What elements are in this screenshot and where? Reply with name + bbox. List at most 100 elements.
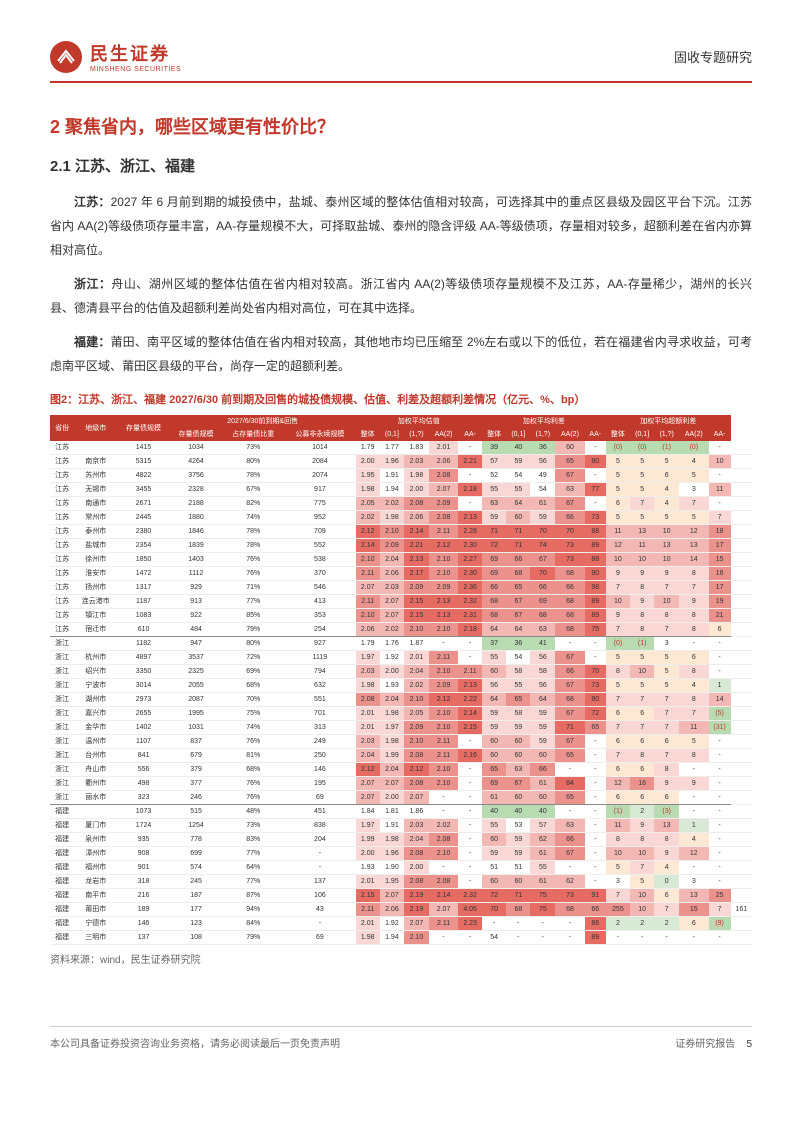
table-cell: 1.95: [380, 874, 404, 888]
table-cell: 福建: [50, 930, 74, 944]
table-cell: 2.12: [404, 762, 429, 776]
table-cell: 2.01: [356, 916, 380, 930]
table-cell: 2.18: [458, 482, 482, 496]
table-row: 浙江衢州市49837776%1952.072.072.082.10-696761…: [50, 776, 752, 790]
table-cell: 徐州市: [74, 552, 117, 566]
table-cell: 13: [679, 888, 708, 902]
table-cell: 1112: [170, 566, 223, 580]
table-cell: 浙江: [50, 720, 74, 734]
table-row: 江苏淮安市1472111276%3702.112.062.172.102.306…: [50, 566, 752, 580]
paragraph: 浙江：舟山、湖州区域的整体估值在省内相对较高。浙江省内 AA(2)等级债项存量规…: [50, 272, 752, 320]
th-sub: (1,?): [530, 428, 555, 441]
table-cell: 福建: [50, 860, 74, 874]
table-cell: 16: [709, 566, 731, 580]
table-cell: -: [458, 496, 482, 510]
table-cell: 370: [284, 566, 355, 580]
table-cell: 苏州市: [74, 468, 117, 482]
table-cell: 2.04: [404, 832, 429, 846]
table-cell: 195: [284, 776, 355, 790]
table-cell: -: [585, 874, 606, 888]
table-cell: -: [429, 930, 458, 944]
table-cell: 厦门市: [74, 818, 117, 832]
table-cell: 4.05: [458, 902, 482, 916]
table-cell: 60: [506, 790, 530, 804]
table-cell: 杭州市: [74, 650, 117, 664]
table-cell: 69: [482, 566, 506, 580]
table-cell: 66: [506, 552, 530, 566]
table-cell: 泰州市: [74, 524, 117, 538]
table-cell: 2.00: [380, 664, 404, 678]
table-row: 福建107351548%4511.841.811.86--404040--(1)…: [50, 804, 752, 818]
table-cell: 7: [709, 902, 731, 916]
table-cell: 55: [482, 650, 506, 664]
table-cell: 68%: [222, 678, 284, 692]
table-cell: 4: [679, 832, 708, 846]
table-cell: 2.10: [429, 622, 458, 636]
table-cell: 86: [585, 916, 606, 930]
table-cell: 2.05: [356, 496, 380, 510]
table-cell: 1: [709, 678, 731, 692]
table-cell: 177: [170, 902, 223, 916]
th-group-maturity: 2027/6/30前到期&回售: [170, 415, 356, 428]
table-cell: 10: [606, 594, 630, 608]
table-cell: 65: [482, 762, 506, 776]
table-cell: 6: [606, 706, 630, 720]
table-cell: 江苏: [50, 510, 74, 524]
table-cell: -: [709, 832, 731, 846]
table-cell: 1317: [117, 580, 170, 594]
table-row: 江苏无锡市3455232867%9171.981.942.002.072.185…: [50, 482, 752, 496]
table-cell: 106: [284, 888, 355, 902]
logo-text-cn: 民生证券: [90, 40, 181, 66]
table-cell: 10: [654, 552, 679, 566]
table-cell: 379: [170, 762, 223, 776]
table-row: 浙江嘉兴市2655199575%7012.011.982.052.102.145…: [50, 706, 752, 720]
table-cell: 90: [585, 566, 606, 580]
table-cell: 8: [679, 608, 708, 622]
table-cell: 68: [555, 692, 584, 706]
table-cell: 2655: [117, 706, 170, 720]
table-cell: 6: [654, 468, 679, 482]
table-cell: 2.08: [404, 776, 429, 790]
table-cell: 66: [585, 902, 606, 916]
table-cell: 2.10: [404, 692, 429, 706]
table-cell: 9: [654, 846, 679, 860]
table-cell: 1.98: [380, 510, 404, 524]
table-cell: 莆田市: [74, 902, 117, 916]
table-cell: 1: [679, 818, 708, 832]
table-cell: 79%: [222, 930, 284, 944]
table-cell: 2.10: [429, 706, 458, 720]
table-cell: 58: [506, 706, 530, 720]
table-row: 浙江绍兴市3350232569%7942.032.002.042.102.116…: [50, 664, 752, 678]
table-row: 福建南平市21618787%1062.152.072.192.142.32727…: [50, 888, 752, 902]
figure-title: 图2：江苏、浙江、福建 2027/6/30 前到期及回售的城投债规模、估值、利差…: [50, 392, 752, 409]
table-cell: 75: [530, 902, 555, 916]
table-cell: 65: [585, 720, 606, 734]
table-cell: 2.11: [429, 916, 458, 930]
table-cell: 6: [630, 734, 654, 748]
table-cell: 2.09: [429, 580, 458, 594]
table-cell: 2.11: [356, 594, 380, 608]
table-cell: 6: [606, 790, 630, 804]
table-cell: 1.99: [380, 748, 404, 762]
table-cell: 67: [555, 650, 584, 664]
table-cell: -: [709, 468, 731, 482]
table-cell: 7: [679, 496, 708, 510]
table-cell: 5: [606, 482, 630, 496]
table-cell: -: [709, 874, 731, 888]
table-cell: 2: [630, 804, 654, 818]
table-cell: 1.98: [380, 706, 404, 720]
table-cell: 2.11: [356, 566, 380, 580]
table-row: 福建漳州市90869977%-2.001.962.082.10-59596167…: [50, 846, 752, 860]
table-cell: 扬州市: [74, 580, 117, 594]
table-cell: 59: [482, 510, 506, 524]
table-cell: 2.03: [356, 734, 380, 748]
footer-disclaimer: 本公司具备证券投资咨询业务资格，请务必阅读最后一页免责声明: [50, 1035, 340, 1050]
table-cell: 59: [482, 706, 506, 720]
table-cell: 舟山市: [74, 762, 117, 776]
table-cell: 69: [284, 790, 355, 804]
table-cell: 1.76: [380, 636, 404, 650]
table-cell: 江苏: [50, 524, 74, 538]
table-cell: 13: [679, 538, 708, 552]
table-cell: 40: [530, 804, 555, 818]
table-cell: 67: [506, 594, 530, 608]
